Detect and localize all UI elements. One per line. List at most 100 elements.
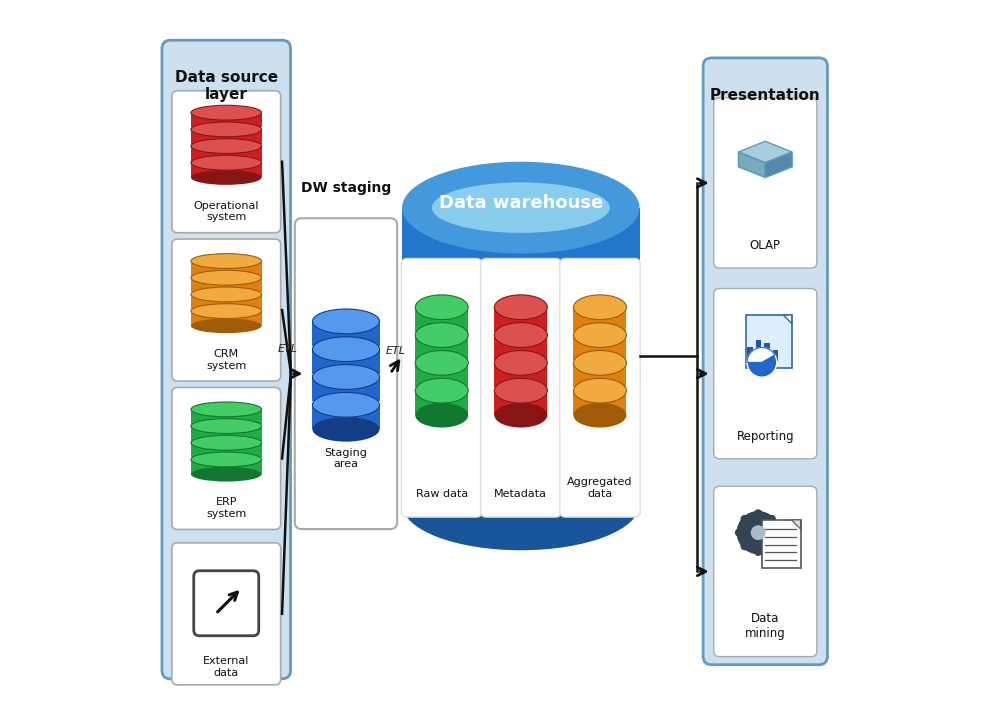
Text: ETL: ETL bbox=[278, 344, 297, 354]
Polygon shape bbox=[191, 261, 262, 276]
Polygon shape bbox=[191, 130, 262, 144]
Ellipse shape bbox=[415, 403, 468, 427]
Ellipse shape bbox=[191, 139, 262, 154]
Ellipse shape bbox=[191, 402, 262, 417]
Ellipse shape bbox=[312, 392, 379, 417]
Polygon shape bbox=[312, 321, 379, 346]
Text: External
data: External data bbox=[204, 656, 249, 678]
Polygon shape bbox=[191, 443, 262, 458]
Polygon shape bbox=[312, 349, 379, 374]
Ellipse shape bbox=[573, 323, 626, 347]
Polygon shape bbox=[415, 335, 468, 360]
FancyBboxPatch shape bbox=[194, 571, 259, 636]
Text: Data warehouse: Data warehouse bbox=[439, 194, 603, 212]
FancyBboxPatch shape bbox=[172, 239, 281, 381]
Text: DW staging: DW staging bbox=[301, 181, 391, 195]
Ellipse shape bbox=[191, 435, 262, 450]
Ellipse shape bbox=[191, 155, 262, 170]
Ellipse shape bbox=[415, 295, 468, 320]
Ellipse shape bbox=[191, 271, 262, 285]
Ellipse shape bbox=[191, 122, 262, 137]
Polygon shape bbox=[415, 391, 468, 415]
Ellipse shape bbox=[312, 337, 379, 362]
Ellipse shape bbox=[312, 365, 379, 389]
Bar bbox=[773, 350, 779, 361]
FancyBboxPatch shape bbox=[559, 258, 640, 517]
Ellipse shape bbox=[754, 548, 763, 556]
Ellipse shape bbox=[740, 542, 749, 550]
Ellipse shape bbox=[737, 511, 780, 554]
Ellipse shape bbox=[494, 323, 547, 347]
Polygon shape bbox=[494, 308, 547, 332]
Polygon shape bbox=[766, 152, 792, 177]
Ellipse shape bbox=[573, 403, 626, 427]
Polygon shape bbox=[738, 141, 792, 163]
Polygon shape bbox=[494, 363, 547, 387]
Polygon shape bbox=[312, 405, 379, 429]
Polygon shape bbox=[402, 208, 639, 504]
Text: Reporting: Reporting bbox=[736, 429, 794, 443]
FancyBboxPatch shape bbox=[762, 520, 800, 568]
Text: Staging
area: Staging area bbox=[325, 448, 368, 469]
Ellipse shape bbox=[402, 459, 639, 550]
Polygon shape bbox=[191, 311, 262, 326]
Polygon shape bbox=[494, 335, 547, 360]
Ellipse shape bbox=[415, 350, 468, 375]
Polygon shape bbox=[191, 146, 262, 161]
Polygon shape bbox=[191, 163, 262, 177]
Text: CRM
system: CRM system bbox=[206, 349, 246, 370]
Ellipse shape bbox=[191, 467, 262, 481]
Polygon shape bbox=[494, 391, 547, 415]
Text: Metadata: Metadata bbox=[494, 488, 547, 498]
FancyBboxPatch shape bbox=[294, 219, 397, 529]
Polygon shape bbox=[738, 152, 766, 177]
Polygon shape bbox=[783, 315, 791, 323]
Ellipse shape bbox=[494, 295, 547, 320]
Ellipse shape bbox=[494, 378, 547, 403]
FancyBboxPatch shape bbox=[172, 543, 281, 685]
Ellipse shape bbox=[751, 525, 766, 540]
Polygon shape bbox=[191, 459, 262, 474]
Polygon shape bbox=[573, 335, 626, 360]
Text: Operational
system: Operational system bbox=[194, 201, 259, 222]
Polygon shape bbox=[791, 520, 800, 529]
Polygon shape bbox=[573, 391, 626, 415]
FancyBboxPatch shape bbox=[746, 315, 791, 368]
Polygon shape bbox=[191, 409, 262, 424]
Ellipse shape bbox=[191, 452, 262, 467]
Text: Data
mining: Data mining bbox=[745, 612, 785, 640]
Ellipse shape bbox=[402, 162, 639, 253]
Polygon shape bbox=[573, 308, 626, 332]
Ellipse shape bbox=[573, 350, 626, 375]
Text: OLAP: OLAP bbox=[750, 239, 781, 252]
Bar bbox=[747, 347, 753, 361]
Ellipse shape bbox=[191, 304, 262, 318]
Polygon shape bbox=[191, 295, 262, 309]
Ellipse shape bbox=[415, 378, 468, 403]
Ellipse shape bbox=[191, 318, 262, 333]
Polygon shape bbox=[573, 363, 626, 387]
FancyBboxPatch shape bbox=[713, 288, 817, 459]
FancyBboxPatch shape bbox=[172, 90, 281, 233]
Text: ERP
system: ERP system bbox=[206, 497, 246, 519]
Ellipse shape bbox=[312, 417, 379, 441]
Ellipse shape bbox=[494, 350, 547, 375]
Ellipse shape bbox=[432, 182, 610, 233]
FancyBboxPatch shape bbox=[480, 258, 561, 517]
FancyBboxPatch shape bbox=[713, 98, 817, 268]
Text: Aggregated
data: Aggregated data bbox=[567, 477, 632, 498]
FancyBboxPatch shape bbox=[713, 486, 817, 656]
FancyBboxPatch shape bbox=[703, 58, 827, 665]
Ellipse shape bbox=[768, 515, 776, 523]
Ellipse shape bbox=[191, 170, 262, 185]
Wedge shape bbox=[747, 347, 775, 362]
Ellipse shape bbox=[191, 105, 262, 120]
Ellipse shape bbox=[312, 309, 379, 334]
Polygon shape bbox=[415, 363, 468, 387]
Ellipse shape bbox=[754, 509, 763, 518]
Ellipse shape bbox=[191, 287, 262, 302]
FancyBboxPatch shape bbox=[172, 387, 281, 530]
Ellipse shape bbox=[573, 295, 626, 320]
Polygon shape bbox=[415, 308, 468, 332]
FancyBboxPatch shape bbox=[162, 40, 290, 679]
